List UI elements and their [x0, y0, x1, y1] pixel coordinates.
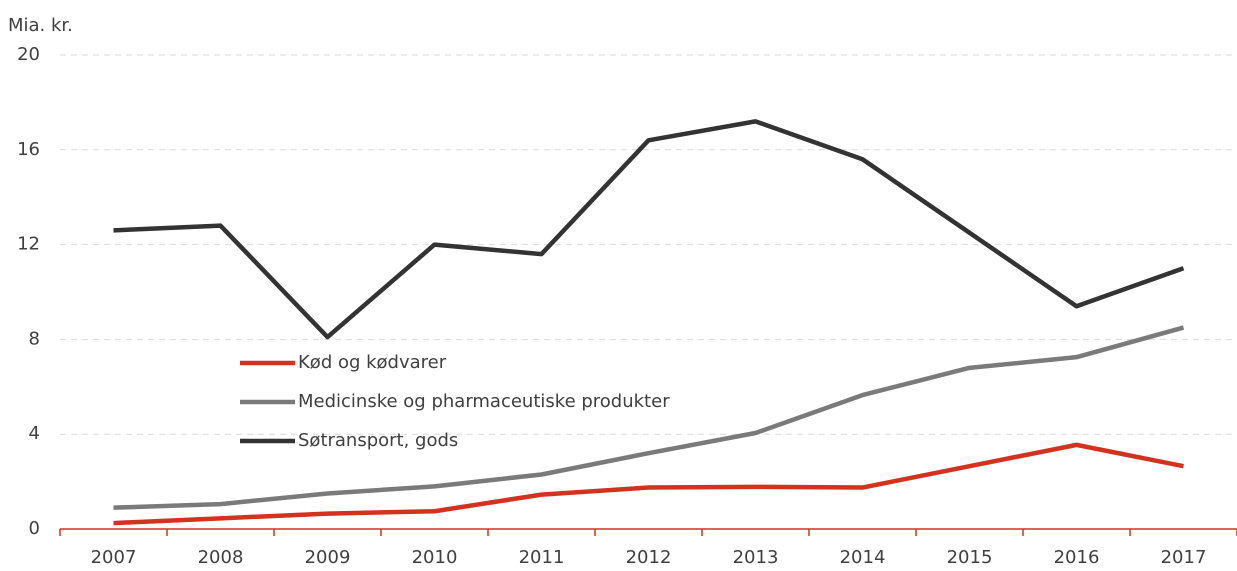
x-tick-label: 2011	[519, 547, 565, 568]
y-tick-label: 0	[29, 518, 40, 539]
legend-label: Søtransport, gods	[298, 430, 458, 451]
x-tick-label: 2008	[198, 547, 244, 568]
series-line	[113, 119, 1185, 340]
x-tick-label: 2015	[947, 547, 993, 568]
y-tick-label: 8	[29, 328, 40, 349]
x-tick-label: 2016	[1054, 547, 1100, 568]
x-tick-label: 2010	[412, 547, 458, 568]
x-tick-label: 2014	[840, 547, 886, 568]
y-tick-label: 12	[17, 234, 40, 255]
y-tick-label: 16	[17, 139, 40, 160]
series-line	[113, 325, 1185, 510]
x-tick-label: 2017	[1161, 547, 1207, 568]
x-tick-label: 2007	[91, 547, 137, 568]
y-tick-label: 4	[29, 423, 40, 444]
y-tick-label: 20	[17, 44, 40, 65]
series-line	[113, 442, 1184, 526]
legend-label: Kød og kødvarer	[298, 352, 447, 373]
x-tick-label: 2012	[626, 547, 672, 568]
y-axis-label: Mia. kr.	[8, 15, 73, 36]
legend-label: Medicinske og pharmaceutiske produkter	[298, 391, 670, 412]
x-tick-label: 2013	[733, 547, 779, 568]
x-tick-label: 2009	[305, 547, 351, 568]
